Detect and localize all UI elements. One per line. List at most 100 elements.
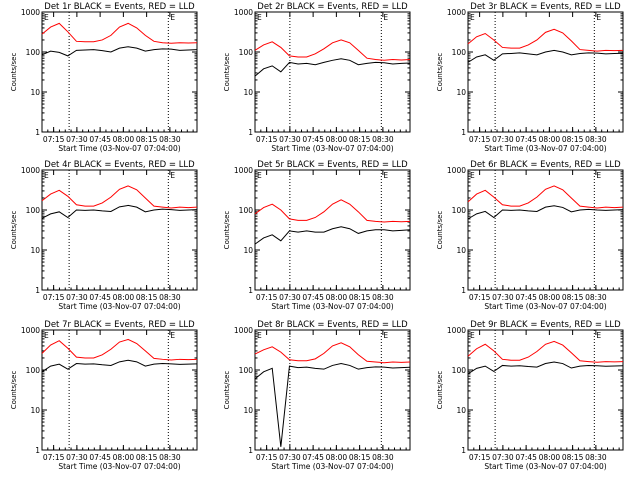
- marker-label: E: [596, 13, 601, 22]
- x-tick-label: 07:15: [43, 135, 65, 144]
- marker-label: E: [257, 13, 262, 22]
- x-tick-label: 08:30: [372, 293, 394, 302]
- y-tick-label: 1: [461, 128, 466, 137]
- marker-label: E: [383, 171, 388, 180]
- y-tick-label: 10: [243, 246, 253, 255]
- y-tick-label: 1000: [234, 8, 253, 17]
- y-axis-label: Counts/sec: [223, 53, 231, 92]
- x-tick-label: 07:15: [469, 293, 491, 302]
- x-axis-label: Start Time (03-Nov-07 07:04:00): [484, 462, 606, 471]
- y-tick-label: 1000: [447, 166, 466, 175]
- x-tick-label: 07:45: [302, 453, 324, 462]
- x-tick-label: 08:15: [349, 453, 371, 462]
- marker-label: E: [596, 171, 601, 180]
- x-tick-label: 08:30: [372, 135, 394, 144]
- x-axis-label: Start Time (03-Nov-07 07:04:00): [58, 144, 180, 153]
- x-tick-label: 08:15: [136, 135, 158, 144]
- x-tick-label: 08:30: [159, 453, 181, 462]
- x-tick-label: 07:45: [302, 135, 324, 144]
- x-tick-label: 08:30: [159, 135, 181, 144]
- plot-frame: [467, 11, 624, 133]
- detector-panel-2: Det 2r BLACK = Events, RED = LLD 1 10 100 10…: [223, 2, 411, 153]
- panel-title: Det 8r BLACK = Events, RED = LLD: [257, 320, 408, 330]
- series-line-red: [41, 185, 198, 209]
- x-tick-label: 08:15: [562, 453, 584, 462]
- x-tick-label: 08:15: [349, 135, 371, 144]
- x-tick-label: 08:00: [539, 293, 561, 302]
- marker-label: E: [383, 13, 388, 22]
- y-tick-label: 1: [35, 446, 40, 455]
- x-tick-label: 08:30: [585, 293, 607, 302]
- marker-label: E: [470, 331, 475, 340]
- x-tick-label: 07:30: [279, 453, 301, 462]
- y-tick-label: 1000: [21, 166, 40, 175]
- x-tick-label: 07:45: [302, 293, 324, 302]
- detector-panel-7: Det 7r BLACK = Events, RED = LLD 1 10 100 10…: [10, 320, 198, 471]
- y-axis-label: Counts/sec: [223, 371, 231, 410]
- y-axis-label: Counts/sec: [436, 371, 444, 410]
- x-tick-label: 07:45: [515, 135, 537, 144]
- series-line-black: [254, 226, 411, 245]
- x-tick-label: 07:30: [66, 453, 88, 462]
- series-line-red: [41, 22, 198, 44]
- marker-label: E: [257, 171, 262, 180]
- x-tick-label: 08:00: [539, 135, 561, 144]
- x-tick-label: 07:30: [492, 453, 514, 462]
- series-line-black: [254, 58, 411, 77]
- x-axis-label: Start Time (03-Nov-07 07:04:00): [271, 462, 393, 471]
- marker-label: E: [470, 13, 475, 22]
- x-tick-label: 07:15: [256, 135, 278, 144]
- marker-label: E: [470, 171, 475, 180]
- y-tick-label: 1: [248, 128, 253, 137]
- x-tick-label: 08:00: [326, 453, 348, 462]
- panel-title: Det 4r BLACK = Events, RED = LLD: [44, 160, 195, 170]
- detector-panel-9: Det 9r BLACK = Events, RED = LLD 1 10 100 10…: [436, 320, 624, 471]
- y-tick-label: 1000: [21, 326, 40, 335]
- x-tick-label: 07:45: [515, 453, 537, 462]
- y-tick-label: 100: [26, 206, 41, 215]
- series-line-black: [41, 204, 198, 219]
- x-tick-label: 07:30: [66, 135, 88, 144]
- y-tick-label: 10: [30, 88, 40, 97]
- x-tick-label: 07:15: [43, 453, 65, 462]
- detector-panel-4: Det 4r BLACK = Events, RED = LLD 1 10 100 10…: [10, 160, 198, 311]
- x-tick-label: 08:30: [585, 453, 607, 462]
- y-tick-label: 100: [452, 366, 467, 375]
- x-tick-label: 07:15: [256, 453, 278, 462]
- x-tick-label: 07:15: [469, 135, 491, 144]
- y-axis-label: Counts/sec: [10, 371, 18, 410]
- series-line-black: [467, 49, 624, 63]
- panel-title: Det 1r BLACK = Events, RED = LLD: [44, 2, 195, 12]
- detector-panel-5: Det 5r BLACK = Events, RED = LLD 1 10 100 10…: [223, 160, 411, 311]
- series-line-red: [467, 28, 624, 52]
- y-tick-label: 1000: [21, 8, 40, 17]
- x-axis-label: Start Time (03-Nov-07 07:04:00): [271, 302, 393, 311]
- x-tick-label: 08:30: [585, 135, 607, 144]
- plot-frame: [467, 329, 624, 451]
- x-tick-label: 07:30: [492, 293, 514, 302]
- y-tick-label: 1: [35, 286, 40, 295]
- y-tick-label: 10: [456, 406, 466, 415]
- y-tick-label: 100: [452, 48, 467, 57]
- y-tick-label: 10: [30, 246, 40, 255]
- marker-label: E: [44, 13, 49, 22]
- marker-label: E: [44, 171, 49, 180]
- y-tick-label: 100: [239, 366, 254, 375]
- panel-title: Det 6r BLACK = Events, RED = LLD: [470, 160, 621, 170]
- marker-label: E: [170, 171, 175, 180]
- x-tick-label: 08:00: [326, 293, 348, 302]
- x-tick-label: 08:00: [539, 453, 561, 462]
- series-line-red: [467, 185, 624, 209]
- x-tick-label: 07:45: [89, 135, 111, 144]
- x-tick-label: 08:30: [159, 293, 181, 302]
- series-line-black: [41, 46, 198, 57]
- y-tick-label: 1: [461, 286, 466, 295]
- panel-title: Det 9r BLACK = Events, RED = LLD: [470, 320, 621, 330]
- series-line-black: [254, 363, 411, 447]
- marker-label: E: [257, 331, 262, 340]
- x-axis-label: Start Time (03-Nov-07 07:04:00): [58, 302, 180, 311]
- x-tick-label: 08:15: [136, 293, 158, 302]
- y-tick-label: 1: [461, 446, 466, 455]
- detector-panel-3: Det 3r BLACK = Events, RED = LLD 1 10 100 10…: [436, 2, 624, 153]
- y-tick-label: 100: [452, 206, 467, 215]
